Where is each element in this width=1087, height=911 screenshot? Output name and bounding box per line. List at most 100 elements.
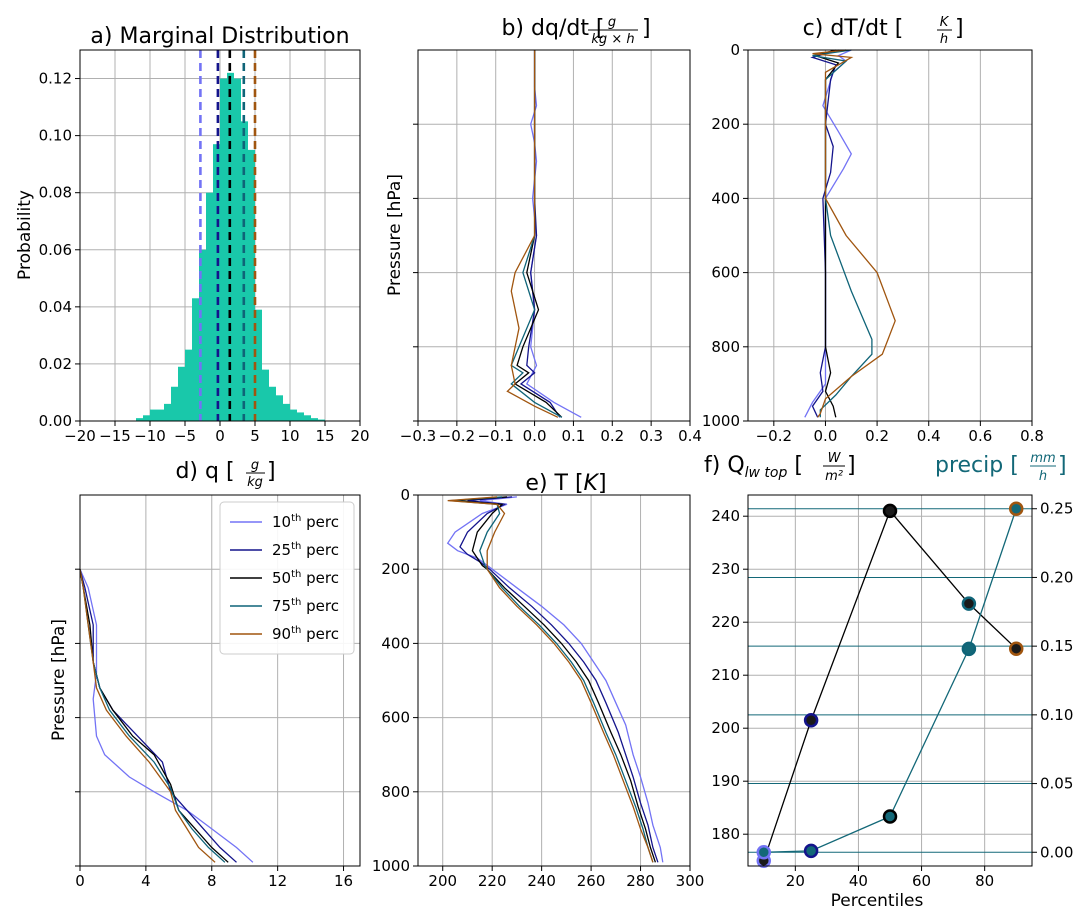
- x-tick-label: 10: [280, 427, 299, 445]
- y-tick-label: 600: [381, 709, 410, 727]
- panel-f-title-open: [: [787, 453, 803, 478]
- panel-b-title-den: kg × h: [591, 32, 634, 47]
- panel-d-title-den: kg: [247, 475, 263, 490]
- x-tick-label: 200: [428, 872, 457, 890]
- precip-marker: [803, 843, 819, 859]
- precip-marker: [1008, 501, 1024, 516]
- y2-tick-label: 0.25: [1040, 500, 1073, 518]
- panel-d-title-main: d) q [: [175, 459, 234, 484]
- panel-f-title: f) Qlw top [: [704, 453, 803, 481]
- legend-sup: th: [291, 625, 301, 636]
- y-tick-label: 800: [711, 338, 740, 356]
- histogram-bar: [262, 369, 269, 421]
- series-line-p10: [446, 496, 664, 863]
- plot-area: [748, 501, 1032, 868]
- histogram-bar: [213, 144, 220, 421]
- x-tick-label: 4: [141, 872, 151, 890]
- panel-e-title-k: K: [584, 471, 600, 496]
- series-line-p50: [812, 49, 840, 418]
- panel-c-title-den: h: [940, 32, 948, 47]
- y-tick-label: 180: [711, 825, 740, 843]
- panel-f-plot: 20 40 60 80 180 190 200 210 220 230 240 0.00 0.05 0.1…: [711, 494, 1073, 890]
- histogram-bar: [311, 418, 318, 421]
- y-tick-label: 200: [381, 560, 410, 578]
- x-tick-label: −20: [64, 427, 96, 445]
- y-tick-label: 0.12: [39, 70, 72, 88]
- series-line-p90: [506, 50, 559, 418]
- panel-f-title-den: m²: [825, 469, 843, 484]
- plot-area: [79, 568, 254, 863]
- histogram-bar: [150, 409, 157, 421]
- series-line-p90: [447, 496, 654, 863]
- x-tick-label: −0.2: [756, 427, 792, 445]
- y2-tick-label: 0.10: [1040, 706, 1073, 724]
- series-line-p50: [455, 496, 657, 863]
- histogram-bar: [136, 418, 143, 421]
- y-tick-label: 0: [730, 41, 740, 59]
- x-tick-label: 8: [207, 872, 217, 890]
- legend-rest: perc: [301, 569, 339, 587]
- qlw-marker: [882, 503, 898, 519]
- y-tick-label: 200: [711, 719, 740, 737]
- precip-marker: [882, 809, 898, 824]
- y-tick-label: 0.10: [39, 127, 72, 145]
- histogram-bar: [234, 78, 241, 422]
- y-tick-label: 1000: [372, 857, 410, 875]
- panel-e-title: e) T [K]: [525, 471, 606, 496]
- panel-d-title-fraction: g kg ]: [246, 458, 276, 490]
- series-line-p25: [810, 49, 839, 418]
- x-tick-label: 12: [268, 872, 287, 890]
- panel-f-title-fraction: W m² ]: [823, 451, 856, 484]
- series-line-p50: [513, 50, 563, 418]
- x-tick-label: 15: [315, 427, 334, 445]
- panel-d-ylabel: Pressure [hPa]: [49, 619, 69, 741]
- x-tick-label: 300: [676, 872, 705, 890]
- precip-line: [763, 508, 1017, 853]
- legend-sup: th: [291, 513, 301, 524]
- x-tick-label: 0.3: [639, 427, 663, 445]
- panel-a-marginal-distribution: a) Marginal Distribution Probability −20…: [15, 24, 370, 445]
- precip-marker: [961, 641, 977, 657]
- panel-f-title2-num: mm: [1030, 451, 1055, 466]
- series-line-p75: [450, 496, 654, 863]
- panel-b-ylabel: Pressure [hPa]: [385, 174, 405, 296]
- legend-rest: perc: [301, 513, 339, 531]
- panel-f-qlw-precip: f) Qlw top [ W m² ] precip [ mm h ] Perc…: [704, 451, 1073, 911]
- legend-ord: 25: [272, 541, 291, 559]
- axes-frame: [417, 49, 691, 422]
- axes-frame: [747, 49, 1033, 422]
- panel-c-title-main: c) dT/dt [: [803, 16, 904, 41]
- histogram-bar: [185, 349, 192, 421]
- histogram-bar: [164, 403, 171, 421]
- y2-tick-label: 0.05: [1040, 775, 1073, 793]
- panel-d-q: d) q [ g kg ] Pressure [hPa] 0 4 8 12 16 10t…: [49, 458, 361, 890]
- panel-c-title: c) dT/dt [: [803, 16, 904, 41]
- x-tick-label: −0.1: [477, 427, 513, 445]
- legend-label: 10th perc: [272, 513, 339, 531]
- legend-ord: 75: [272, 597, 291, 615]
- panel-e-title-close: ]: [598, 471, 607, 496]
- x-tick-label: 0.8: [1020, 427, 1044, 445]
- panel-c-plot: −0.2 0.0 0.2 0.4 0.6 0.8 0 200 400 600 800 1000: [702, 41, 1044, 445]
- y-tick-label: 220: [711, 613, 740, 631]
- histogram-bar: [269, 386, 276, 421]
- panel-d-title: d) q [: [175, 459, 234, 484]
- qlw-line: [763, 509, 1017, 861]
- panel-b-title-num: g: [608, 15, 616, 30]
- histogram-bar: [220, 78, 227, 422]
- panel-b-title-fraction: g kg × h ]: [588, 15, 651, 47]
- y-tick-label: 210: [711, 666, 740, 684]
- x-tick-label: 220: [478, 872, 507, 890]
- x-tick-label: 80: [975, 872, 994, 890]
- plot-area: [136, 50, 325, 422]
- y-tick-label: 0.02: [39, 355, 72, 373]
- histogram-bar: [318, 419, 325, 421]
- x-tick-label: 60: [912, 872, 931, 890]
- histogram-bar: [304, 415, 311, 421]
- series-line-p25: [459, 496, 659, 863]
- panel-f-title-main: f) Q: [704, 453, 745, 478]
- histogram-bar: [248, 149, 255, 421]
- x-tick-label: 0.2: [865, 427, 889, 445]
- histogram-bar: [171, 386, 178, 421]
